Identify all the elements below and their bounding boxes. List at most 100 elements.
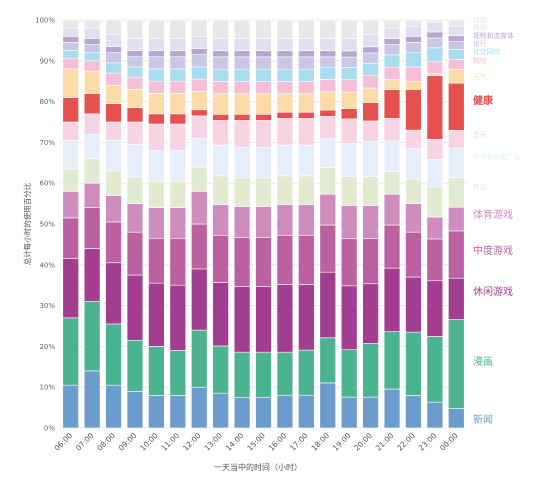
- bar-segment: [319, 224, 336, 273]
- bar-segment: [105, 46, 122, 53]
- bar-segment: [83, 207, 101, 249]
- bar-segment: [255, 56, 272, 70]
- bar-segment: [233, 19, 251, 39]
- bar-segment: [126, 56, 144, 68]
- bar-segment: [191, 91, 208, 111]
- bar-segment: [255, 396, 272, 429]
- bar-segment: [383, 388, 401, 429]
- x-tick-label: 08:00: [95, 431, 117, 453]
- bar-segment: [383, 44, 401, 56]
- bar-segment: [340, 108, 358, 120]
- bar-segment: [405, 36, 422, 43]
- bar-segment: [83, 370, 101, 429]
- bar-segment: [405, 66, 422, 82]
- legend-label: 中度游戏: [473, 244, 513, 257]
- bar-segment: [105, 19, 122, 35]
- legend-label: 新闻: [473, 413, 493, 426]
- bar-segment: [340, 38, 358, 52]
- bar-segment: [83, 60, 101, 72]
- bar-segment: [405, 148, 422, 180]
- bar-segment: [169, 68, 187, 82]
- bar-segment: [105, 72, 122, 86]
- bar-segment: [276, 81, 294, 95]
- legend-label: 视频和流媒体: [473, 31, 514, 40]
- bar-segment: [448, 41, 465, 50]
- bar-segment: [255, 206, 272, 238]
- bar-segment: [126, 121, 144, 145]
- bar-segment: [191, 109, 208, 117]
- bar-segment: [448, 68, 465, 84]
- bar-segment: [276, 175, 294, 205]
- bar-segment: [319, 138, 336, 168]
- bar-segment: [148, 56, 165, 70]
- legend-label: 市场和分类广告: [473, 152, 521, 161]
- bars: [62, 19, 465, 429]
- x-tick-label: 07:00: [74, 431, 96, 453]
- bar-segment: [276, 38, 294, 52]
- bar-segment: [298, 50, 315, 58]
- bar-segment: [62, 191, 79, 219]
- bar-segment: [426, 401, 444, 429]
- bar-segment: [319, 19, 336, 39]
- bar-segment: [62, 258, 79, 319]
- bar-segment: [426, 47, 444, 63]
- x-tick-label: 15:00: [245, 431, 267, 453]
- bar-segment: [191, 36, 208, 49]
- bar-segment: [169, 56, 187, 70]
- bar-segment: [105, 84, 122, 104]
- bar-segment: [276, 351, 294, 396]
- bar-segment: [105, 103, 122, 123]
- bar-segment: [362, 34, 379, 48]
- y-tick-label: 60%: [39, 180, 55, 188]
- bar-segment: [319, 382, 336, 429]
- bar-segment: [276, 394, 294, 429]
- x-axis-label: 一天当中的时间（小时）: [214, 462, 302, 472]
- bar-segment: [62, 217, 79, 259]
- bar-segment: [126, 390, 144, 429]
- bar-segment: [405, 395, 422, 429]
- legend-label: 体育游戏: [473, 208, 513, 221]
- x-tick-label: 19:00: [331, 431, 353, 453]
- bar-segment: [212, 392, 229, 429]
- legend-label: 资讯: [473, 23, 487, 32]
- bar-segment: [319, 167, 336, 195]
- bar-segment: [340, 285, 358, 351]
- bar-segment: [233, 206, 251, 238]
- bar-segment: [340, 238, 358, 287]
- bar-segment: [62, 317, 79, 386]
- bar-segment: [233, 38, 251, 52]
- x-axis: 06:00 07:00 08:00 09:00 10:00 11:00 12:00 13:00…: [52, 431, 459, 453]
- bar-segment: [426, 159, 444, 188]
- bar-segment: [448, 59, 465, 70]
- bar-segment: [233, 114, 251, 121]
- bar-segment: [148, 282, 165, 347]
- bar-segment: [383, 19, 401, 29]
- bar-segment: [126, 38, 144, 51]
- bar-segment: [148, 123, 165, 151]
- y-axis: 0% 10% 20% 30% 40% 50% 60% 70% 80% 90% 100%: [35, 17, 55, 433]
- legend-label: 约会: [473, 182, 487, 191]
- bar-segment: [62, 140, 79, 170]
- bar-segment: [191, 166, 208, 192]
- bar-segment: [233, 93, 251, 115]
- bar-segment: [383, 54, 401, 68]
- bar-segment: [276, 144, 294, 177]
- bar-segment: [148, 395, 165, 429]
- y-tick-label: 70%: [39, 139, 55, 147]
- bar-segment: [83, 133, 101, 160]
- bar-segment: [212, 204, 229, 236]
- bar-segment: [62, 36, 79, 43]
- bar-segment: [169, 395, 187, 429]
- bar-segment: [405, 89, 422, 131]
- bar-segment: [255, 38, 272, 52]
- bar-segment: [426, 280, 444, 337]
- bar-segment: [362, 102, 379, 122]
- bar-segment: [298, 394, 315, 429]
- bar-segment: [62, 50, 79, 60]
- bar-segment: [319, 56, 336, 68]
- bar-segment: [191, 386, 208, 429]
- bar-segment: [255, 81, 272, 95]
- bar-segment: [405, 203, 422, 233]
